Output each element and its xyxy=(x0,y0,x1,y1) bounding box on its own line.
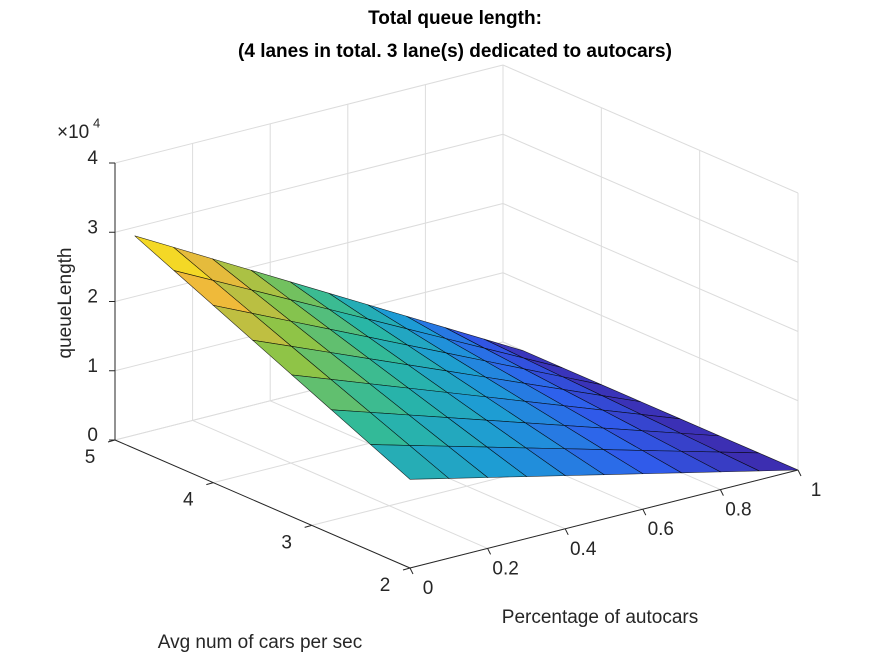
z-exponent-power: 4 xyxy=(93,115,100,130)
grid-line xyxy=(114,64,504,164)
x-tick-label: 0.6 xyxy=(648,519,674,540)
chart-subtitle: (4 lanes in total. 3 lane(s) dedicated t… xyxy=(238,41,672,62)
x-tick xyxy=(719,489,724,496)
y-axis-label: Avg num of cars per sec xyxy=(158,632,363,653)
grid-line xyxy=(114,133,504,233)
x-tick-label: 0.2 xyxy=(492,558,518,579)
x-tick xyxy=(642,508,647,516)
y-axis xyxy=(114,439,411,569)
chart-title: Total queue length: xyxy=(368,8,542,29)
y-tick xyxy=(304,524,312,528)
x-axis-label: Percentage of autocars xyxy=(502,607,698,628)
y-tick xyxy=(206,482,214,486)
y-tick-label: 5 xyxy=(85,447,96,468)
y-tick-label: 4 xyxy=(183,490,194,511)
grid-line xyxy=(502,133,799,263)
surface xyxy=(134,235,799,480)
surface-face xyxy=(369,444,450,480)
grid-line xyxy=(502,64,799,194)
z-tick-label: 2 xyxy=(87,287,98,308)
x-tick-label: 0.8 xyxy=(725,500,751,521)
x-tick xyxy=(797,469,802,477)
x-tick xyxy=(409,567,414,575)
x-tick-label: 0.4 xyxy=(570,539,597,560)
z-tick-label: 3 xyxy=(87,217,98,238)
z-exponent-base: ×10 xyxy=(57,122,89,143)
x-tick-label: 1 xyxy=(811,480,822,501)
x-tick xyxy=(564,528,569,536)
z-tick-label: 4 xyxy=(87,148,98,169)
z-axis-label: queueLength xyxy=(55,248,76,359)
grid-line xyxy=(502,203,799,332)
x-tick xyxy=(487,548,492,555)
x-axis xyxy=(409,469,799,569)
grid-line xyxy=(192,419,488,549)
x-tick-label: 0 xyxy=(423,578,434,599)
z-tick-label: 0 xyxy=(87,425,98,446)
y-tick-label: 2 xyxy=(380,575,391,596)
grid xyxy=(114,64,799,569)
grid-line xyxy=(114,203,504,302)
y-tick xyxy=(402,567,411,571)
y-tick-label: 3 xyxy=(281,532,292,553)
grid-line xyxy=(502,272,799,402)
z-tick-label: 1 xyxy=(87,356,98,377)
